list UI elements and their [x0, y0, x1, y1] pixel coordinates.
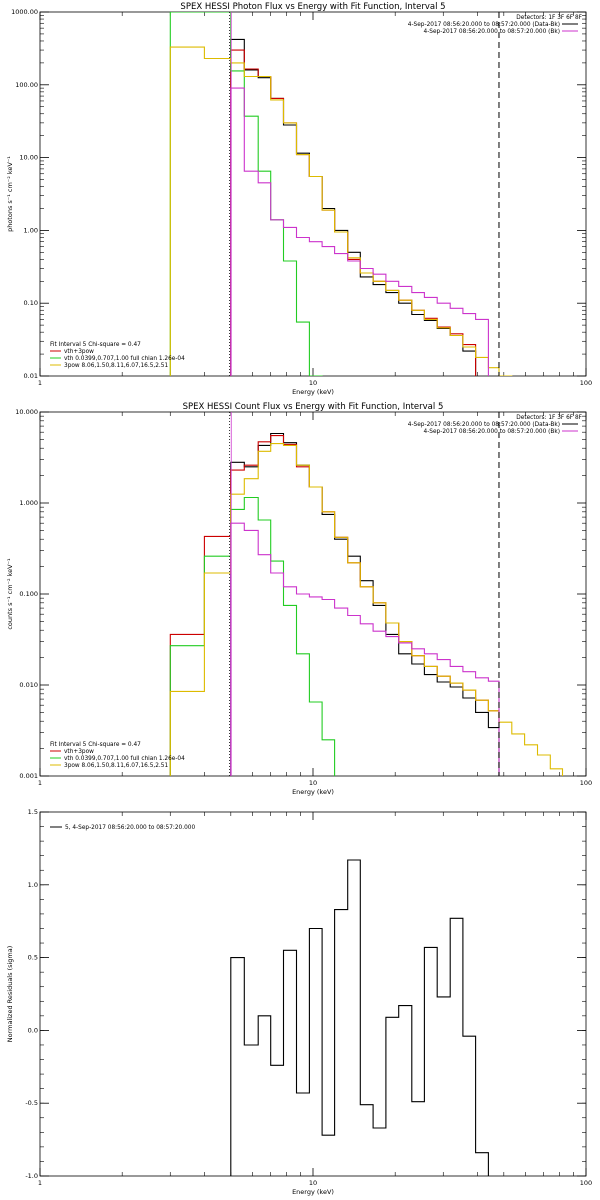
x-tick-label: 100 [580, 379, 592, 387]
y-tick-label: 0.10 [24, 299, 38, 307]
y-tick-label: 1000.00 [11, 8, 38, 16]
legend-3pow: 3pow 8.06,1.50,8.11,6.07,16.5,2.51 [64, 363, 168, 369]
series-3pow [169, 46, 513, 376]
legend-data-interval: 4-Sep-2017 08:56:20.000 to 08:57:20.000 … [408, 22, 560, 28]
y-tick-label: -1.0 [25, 1172, 38, 1180]
y-tick-label: 1.00 [24, 226, 38, 234]
y-tick-label: 0.001 [19, 772, 38, 780]
legend-detectors: Detectors: 1F 3F 6F 8F [516, 15, 582, 21]
series-background [230, 522, 500, 776]
y-tick-label: 10.000 [15, 408, 38, 416]
y-tick-label: 0.010 [19, 681, 38, 689]
legend-bk-interval: 4-Sep-2017 08:56:20.000 to 08:57:20.000 … [424, 29, 560, 35]
series-data [230, 432, 500, 776]
y-tick-label: 100.00 [15, 81, 38, 89]
x-tick-label: 10 [309, 779, 317, 787]
legend-vth-3pow: vth+3pow [64, 749, 94, 755]
y-tick-label: -0.5 [25, 1099, 38, 1107]
y-axis-label: Normalized Residuals (sigma) [6, 946, 14, 1043]
y-tick-label: 10.00 [19, 154, 38, 162]
x-axis-label: Energy (keV) [292, 788, 334, 796]
y-axis-label: counts s⁻¹ cm⁻² keV⁻¹ [6, 558, 14, 630]
series-vth [169, 496, 336, 776]
x-axis-label: Energy (keV) [292, 1188, 334, 1196]
legend-top-right: Detectors: 1F 3F 6F 8F4-Sep-2017 08:56:2… [408, 15, 582, 35]
chart-3: 1 10 100 Energy (keV) -1.0 -0.5 0.0 0.5 1.0 1.5 No… [6, 808, 592, 1196]
series-background [230, 87, 489, 376]
legend-fit-interval: Fit Interval 5 Chi-square = 0.47 [50, 742, 141, 748]
chart-title: SPEX HESSI Count Flux vs Energy with Fit… [183, 402, 444, 412]
legend-top-right: Detectors: 1F 3F 6F 8F4-Sep-2017 08:56:2… [408, 415, 582, 435]
x-axis-label: Energy (keV) [292, 388, 334, 396]
series-vth [169, 12, 323, 376]
legend-vth: vth 0.0399,0.707,1.00 full chian 1.26e-0… [64, 756, 185, 762]
chart-title: SPEX HESSI Photon Flux vs Energy with Fi… [180, 2, 445, 12]
x-tick-label: 1 [38, 779, 42, 787]
x-tick-label: 100 [580, 779, 592, 787]
series-3pow [169, 443, 564, 776]
series-1 [230, 859, 489, 1176]
x-tick-label: 10 [309, 379, 317, 387]
x-tick-label: 100 [580, 1179, 592, 1187]
legend-3pow: 3pow 8.06,1.50,8.11,6.07,16.5,2.51 [64, 763, 168, 769]
legend-bk-interval: 4-Sep-2017 08:56:20.000 to 08:57:20.000 … [424, 429, 560, 435]
y-tick-label: 0.01 [24, 372, 38, 380]
plots: SPEX HESSI Photon Flux vs Energy with Fi… [6, 2, 592, 1196]
legend-interval: 5, 4-Sep-2017 08:56:20.000 to 08:57:20.0… [65, 825, 195, 831]
legend-vth: vth 0.0399,0.707,1.00 full chian 1.26e-0… [64, 356, 185, 362]
chart-2: SPEX HESSI Count Flux vs Energy with Fit… [6, 402, 592, 796]
legend-detectors: Detectors: 1F 3F 6F 8F [516, 415, 582, 421]
series-group [230, 859, 489, 1176]
legend-bottom-left: Fit Interval 5 Chi-square = 0.47vth+3pow… [50, 742, 185, 769]
x-tick-label: 10 [309, 1179, 317, 1187]
y-axis-label: photons s⁻¹ cm⁻² keV⁻¹ [6, 156, 14, 232]
legend-residuals: 5, 4-Sep-2017 08:56:20.000 to 08:57:20.0… [50, 825, 195, 831]
y-tick-label: 0.5 [28, 954, 38, 962]
y-tick-label: 0.0 [28, 1026, 38, 1034]
x-tick-label: 1 [38, 1179, 42, 1187]
chart-1: SPEX HESSI Photon Flux vs Energy with Fi… [6, 2, 592, 396]
y-tick-label: 1.5 [28, 808, 38, 816]
legend-data-interval: 4-Sep-2017 08:56:20.000 to 08:57:20.000 … [408, 422, 560, 428]
legend-bottom-left: Fit Interval 5 Chi-square = 0.47vth+3pow… [50, 342, 185, 369]
y-tick-label: 1.0 [28, 881, 38, 889]
y-tick-label: 1.000 [19, 499, 38, 507]
series-group [169, 432, 564, 776]
x-tick-label: 1 [38, 379, 42, 387]
y-tick-label: 0.100 [19, 590, 38, 598]
legend-fit-interval: Fit Interval 5 Chi-square = 0.47 [50, 342, 141, 348]
series-group [169, 12, 513, 376]
legend-vth-3pow: vth+3pow [64, 349, 94, 355]
